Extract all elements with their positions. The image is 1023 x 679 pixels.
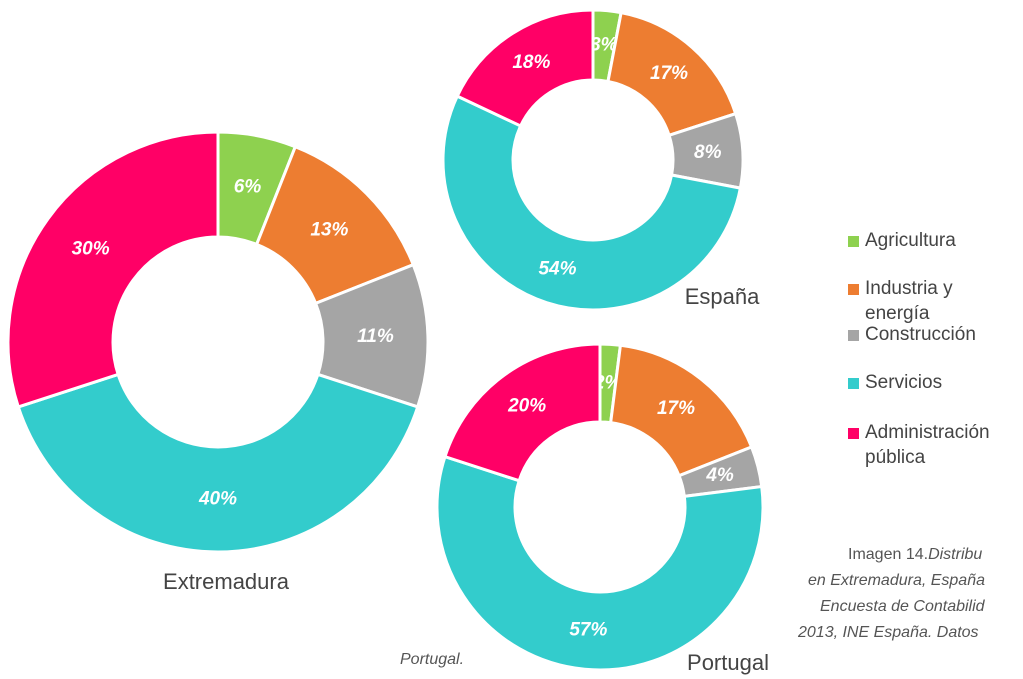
data-label: 4% xyxy=(705,465,734,486)
chart-title: Extremadura xyxy=(163,569,290,594)
data-label: 3% xyxy=(590,35,618,56)
legend-swatch xyxy=(848,284,859,295)
donut-segment xyxy=(441,94,743,312)
data-label: 17% xyxy=(650,63,688,84)
donut-segment xyxy=(435,454,765,672)
legend-item: Agricultura xyxy=(848,228,1015,253)
legend-label: Servicios xyxy=(865,372,943,393)
legend: Agricultura Industria y energía Construcci… xyxy=(848,228,1018,470)
legend-label: Construcción xyxy=(865,324,976,345)
data-label: 13% xyxy=(310,220,348,241)
caption-line: en Extremadura, España xyxy=(808,572,985,589)
data-label: 30% xyxy=(72,238,110,259)
data-label: 54% xyxy=(538,258,576,279)
caption-line: Imagen 14.Distribu xyxy=(848,546,982,563)
data-label: 6% xyxy=(234,176,262,197)
legend-item: Servicios xyxy=(848,370,1015,395)
chart-title: España xyxy=(685,284,760,309)
legend-swatch xyxy=(848,428,859,439)
caption-tail: Portugal. xyxy=(400,651,464,668)
legend-item: Industria y energía xyxy=(848,276,1015,326)
legend-label: Industria y energía xyxy=(865,278,953,324)
data-label: 11% xyxy=(357,326,394,347)
data-label: 57% xyxy=(569,619,607,640)
data-label: 8% xyxy=(694,142,722,163)
caption-line: Encuesta de Contabilid xyxy=(820,598,986,615)
chart-title: Portugal xyxy=(687,650,769,675)
donut-segment xyxy=(6,130,220,409)
data-label: 17% xyxy=(657,398,695,419)
legend-item: Construcción xyxy=(848,322,1015,347)
data-label: 18% xyxy=(512,52,550,73)
caption-line: 2013, INE España. Datos xyxy=(797,624,979,641)
data-label: 20% xyxy=(507,396,546,417)
legend-swatch xyxy=(848,236,859,247)
caption-lead: Imagen 14. xyxy=(848,546,928,563)
caption-lead-italic: Distribu xyxy=(928,546,982,563)
legend-item: Administración pública xyxy=(848,420,1015,470)
legend-swatch xyxy=(848,378,859,389)
donut-segment xyxy=(608,343,754,478)
donut-segment xyxy=(455,8,595,128)
legend-swatch xyxy=(848,330,859,341)
donut-segment xyxy=(443,342,602,483)
legend-label: Administración pública xyxy=(865,422,990,468)
data-label: 40% xyxy=(198,489,237,510)
donut-segment xyxy=(16,372,420,554)
legend-label: Agricultura xyxy=(865,230,956,251)
